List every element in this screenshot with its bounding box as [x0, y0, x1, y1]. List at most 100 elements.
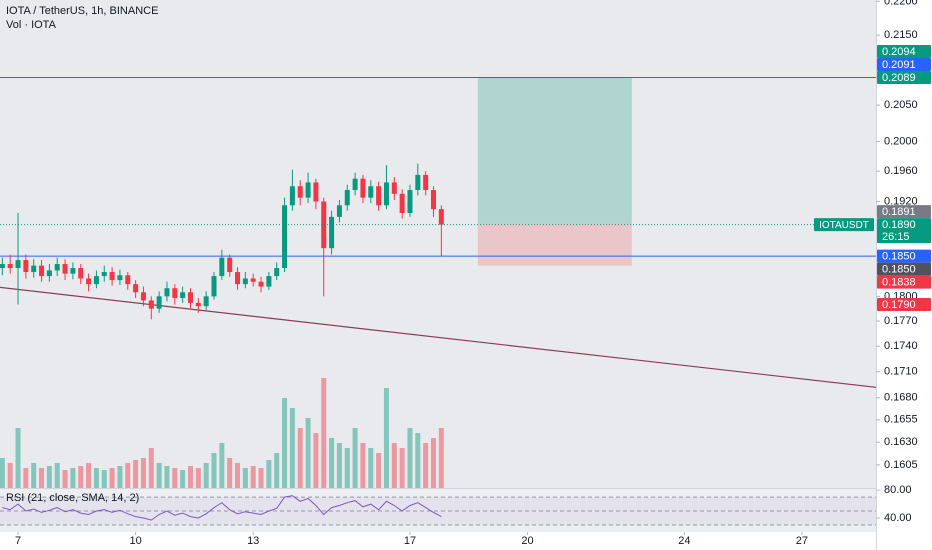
candle-body: [148, 300, 154, 309]
plot-background: [0, 0, 876, 488]
candle-body: [313, 182, 319, 202]
volume-bar: [242, 468, 248, 488]
x-tick-label: 17: [404, 535, 416, 547]
volume-bar: [187, 466, 193, 488]
candle-body: [415, 174, 421, 191]
volume-bar: [376, 453, 382, 488]
candle-body: [187, 292, 193, 303]
price-tag: [877, 262, 931, 276]
price-tag-label: 0.2094: [882, 46, 916, 58]
candle-body: [258, 281, 264, 287]
y-tick-label: 0.1710: [884, 366, 918, 378]
candle-body: [31, 265, 37, 273]
symbol-tag: [814, 218, 874, 232]
y-tick-label: 0.1920: [884, 195, 918, 207]
volume-bar: [235, 463, 241, 488]
price-tag-label: 0.1890: [882, 219, 916, 231]
candle-body: [360, 178, 366, 198]
candle-body: [86, 278, 92, 285]
volume-bar: [117, 466, 123, 488]
y-tick-label: 0.1680: [884, 392, 918, 404]
price-tag: [877, 218, 931, 244]
candle-body: [195, 302, 201, 307]
volume-bar: [148, 448, 154, 488]
volume-bar: [258, 468, 264, 488]
volume-bar: [101, 470, 107, 488]
candle-body: [164, 288, 170, 297]
volume-bar: [23, 468, 29, 488]
volume-bar: [430, 438, 436, 488]
volume-bar: [39, 468, 45, 488]
volume-bar: [383, 388, 389, 488]
candle-body: [70, 268, 76, 274]
price-tag: [877, 275, 931, 289]
candle-body: [391, 182, 397, 194]
y-tick-label: 0.1740: [884, 340, 918, 352]
candle-body: [93, 276, 99, 285]
volume-bar: [156, 463, 162, 488]
candle-body: [219, 257, 225, 277]
candle-body: [266, 276, 272, 287]
price-tag-label: 0.1790: [882, 299, 916, 311]
price-tag-label: 0.1891: [882, 206, 916, 218]
price-tag-countdown: 26:15: [882, 231, 910, 243]
volume-bar: [250, 466, 256, 488]
price-tag: [877, 57, 931, 71]
candle-body: [211, 276, 217, 297]
volume-bar: [227, 458, 233, 488]
candle-body: [54, 264, 60, 271]
volume-bar: [368, 448, 374, 488]
volume-bar: [133, 460, 139, 488]
candle-body: [180, 292, 186, 298]
y-tick-label: 0.1655: [884, 414, 918, 426]
candle-body: [438, 209, 444, 225]
candle-body: [109, 272, 115, 281]
candle-body: [235, 272, 241, 285]
candle-body: [117, 275, 123, 281]
price-tag: [877, 205, 931, 219]
volume-bar: [70, 468, 76, 488]
volume-bar: [282, 398, 288, 488]
candle-body: [15, 260, 21, 269]
candle-body: [156, 296, 162, 309]
price-tag: [877, 298, 931, 312]
volume-bar: [415, 433, 421, 488]
trend-line: [0, 286, 877, 388]
position-stop-zone: [477, 223, 632, 266]
volume-bar: [438, 428, 444, 488]
position-target-zone: [477, 77, 632, 224]
volume-bar: [54, 463, 60, 488]
candle-body: [78, 268, 84, 279]
y-tick-label: 0.2150: [884, 29, 918, 41]
y-tick-label: 0.1770: [884, 315, 918, 327]
candle-body: [352, 178, 358, 191]
candle-body: [329, 216, 335, 249]
price-tag: [877, 44, 931, 58]
rsi-y-tick-label: 80.00: [884, 484, 912, 496]
candle-body: [46, 270, 52, 277]
candle-body: [125, 275, 131, 285]
candle-body: [101, 272, 107, 277]
candle-body: [430, 190, 436, 210]
volume-bar: [15, 428, 21, 488]
volume-bar: [344, 448, 350, 488]
x-tick-label: 24: [678, 535, 690, 547]
volume-bar: [274, 453, 280, 488]
candle-body: [376, 186, 382, 206]
x-tick-label: 13: [247, 535, 259, 547]
volume-bar: [172, 468, 178, 488]
candle-body: [62, 264, 68, 274]
candle-body: [282, 205, 288, 269]
candle-body: [274, 268, 280, 277]
volume-bar: [360, 443, 366, 488]
volume-bar: [93, 468, 99, 488]
volume-bar: [86, 463, 92, 488]
volume-bar: [329, 438, 335, 488]
volume-bar: [399, 448, 405, 488]
volume-label: Vol · IOTA: [6, 19, 57, 31]
candle-body: [242, 278, 248, 285]
candle-body: [23, 260, 29, 273]
candle-body: [0, 264, 5, 269]
